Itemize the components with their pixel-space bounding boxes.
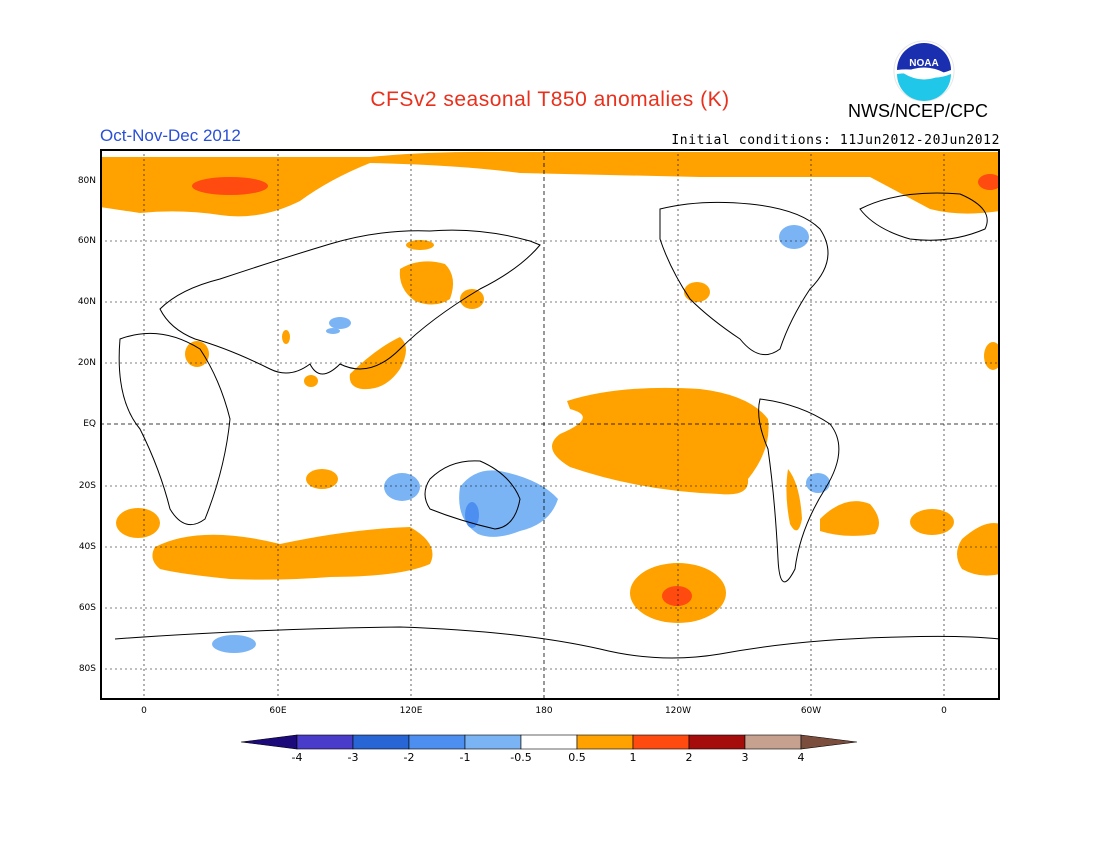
south-asia-warm [349, 337, 406, 390]
lon-label-60e: 60E [269, 706, 287, 716]
colorbar-swatch [632, 734, 690, 750]
chart-title: CFSv2 seasonal T850 anomalies (K) [370, 88, 730, 111]
lat-label-60s: 60S [78, 603, 96, 613]
colorbar-tick-label: -2 [403, 751, 415, 764]
southern-ocean-warm [152, 527, 433, 580]
colorbar-tick-label: 4 [797, 751, 805, 764]
central-asia-warm [399, 261, 454, 305]
lon-label-120e: 120E [399, 706, 423, 716]
lat-label-40s: 40S [78, 542, 96, 552]
arctic-warm-anomaly [100, 151, 1000, 217]
lon-label-0-east: 0 [941, 706, 947, 716]
lat-label-60n: 60N [77, 236, 96, 246]
colorbar-tick-label: 3 [741, 751, 749, 764]
coastlines [114, 192, 1000, 659]
colorbar-tick-label: 0.5 [568, 751, 586, 764]
colorbar-swatch [800, 734, 858, 750]
australia-west-cool [384, 473, 420, 501]
grid-lines [100, 149, 1000, 700]
noaa-logo: NOAA [893, 40, 955, 102]
reference-lines [100, 149, 1000, 700]
lon-label-180: 180 [535, 706, 553, 716]
anomaly-map [100, 149, 1000, 700]
south-atlantic-warm [820, 501, 879, 536]
south-pacific-strong-warm [662, 586, 692, 606]
tasman-cool [459, 470, 558, 537]
colorbar-swatch [576, 734, 634, 750]
colorbar-tick-label: 2 [685, 751, 693, 764]
anomaly-shading [100, 151, 1000, 653]
colorbar [240, 734, 858, 750]
map-frame [100, 149, 1000, 700]
lat-label-80s: 80S [78, 664, 96, 674]
colorbar-tick-label: -0.5 [510, 751, 532, 764]
season-label: Oct-Nov-Dec 2012 [100, 126, 241, 145]
colorbar-swatch [296, 734, 354, 750]
initial-conditions-label: Initial conditions: 11Jun2012-20Jun2012 [671, 133, 1000, 148]
lat-label-20s: 20S [78, 481, 96, 491]
lat-label-80n: 80N [77, 176, 96, 186]
colorbar-swatch [352, 734, 410, 750]
colorbar-tick-label: -3 [347, 751, 359, 764]
lat-label-eq: EQ [83, 419, 96, 429]
colorbar-swatch [464, 734, 522, 750]
lat-label-20n: 20N [77, 358, 96, 368]
labrador-cool [779, 225, 809, 249]
antarctica-cool [212, 635, 256, 653]
logo-text: NOAA [909, 58, 938, 69]
colorbar-tick-label: -1 [459, 751, 471, 764]
colorbar-tick-label: -4 [291, 751, 303, 764]
map-background [100, 149, 1000, 700]
siberia-strong-warm [192, 177, 268, 195]
agency-label: NWS/NCEP/CPC [848, 101, 989, 121]
south-america-cool [806, 473, 830, 493]
colorbar-swatch [688, 734, 746, 750]
tropical-pacific-warm [552, 387, 769, 495]
lon-label-0: 0 [141, 706, 147, 716]
tibet-cool [329, 317, 351, 329]
colorbar-tick-label: 1 [629, 751, 637, 764]
colorbar-swatch [744, 734, 802, 750]
lon-label-60w: 60W [800, 706, 822, 716]
lon-label-120w: 120W [664, 706, 692, 716]
colorbar-swatch [240, 734, 298, 750]
colorbar-swatch [408, 734, 466, 750]
colorbar-swatch [520, 734, 578, 750]
lat-label-40n: 40N [77, 297, 96, 307]
arctic-east-warm [978, 174, 1000, 190]
